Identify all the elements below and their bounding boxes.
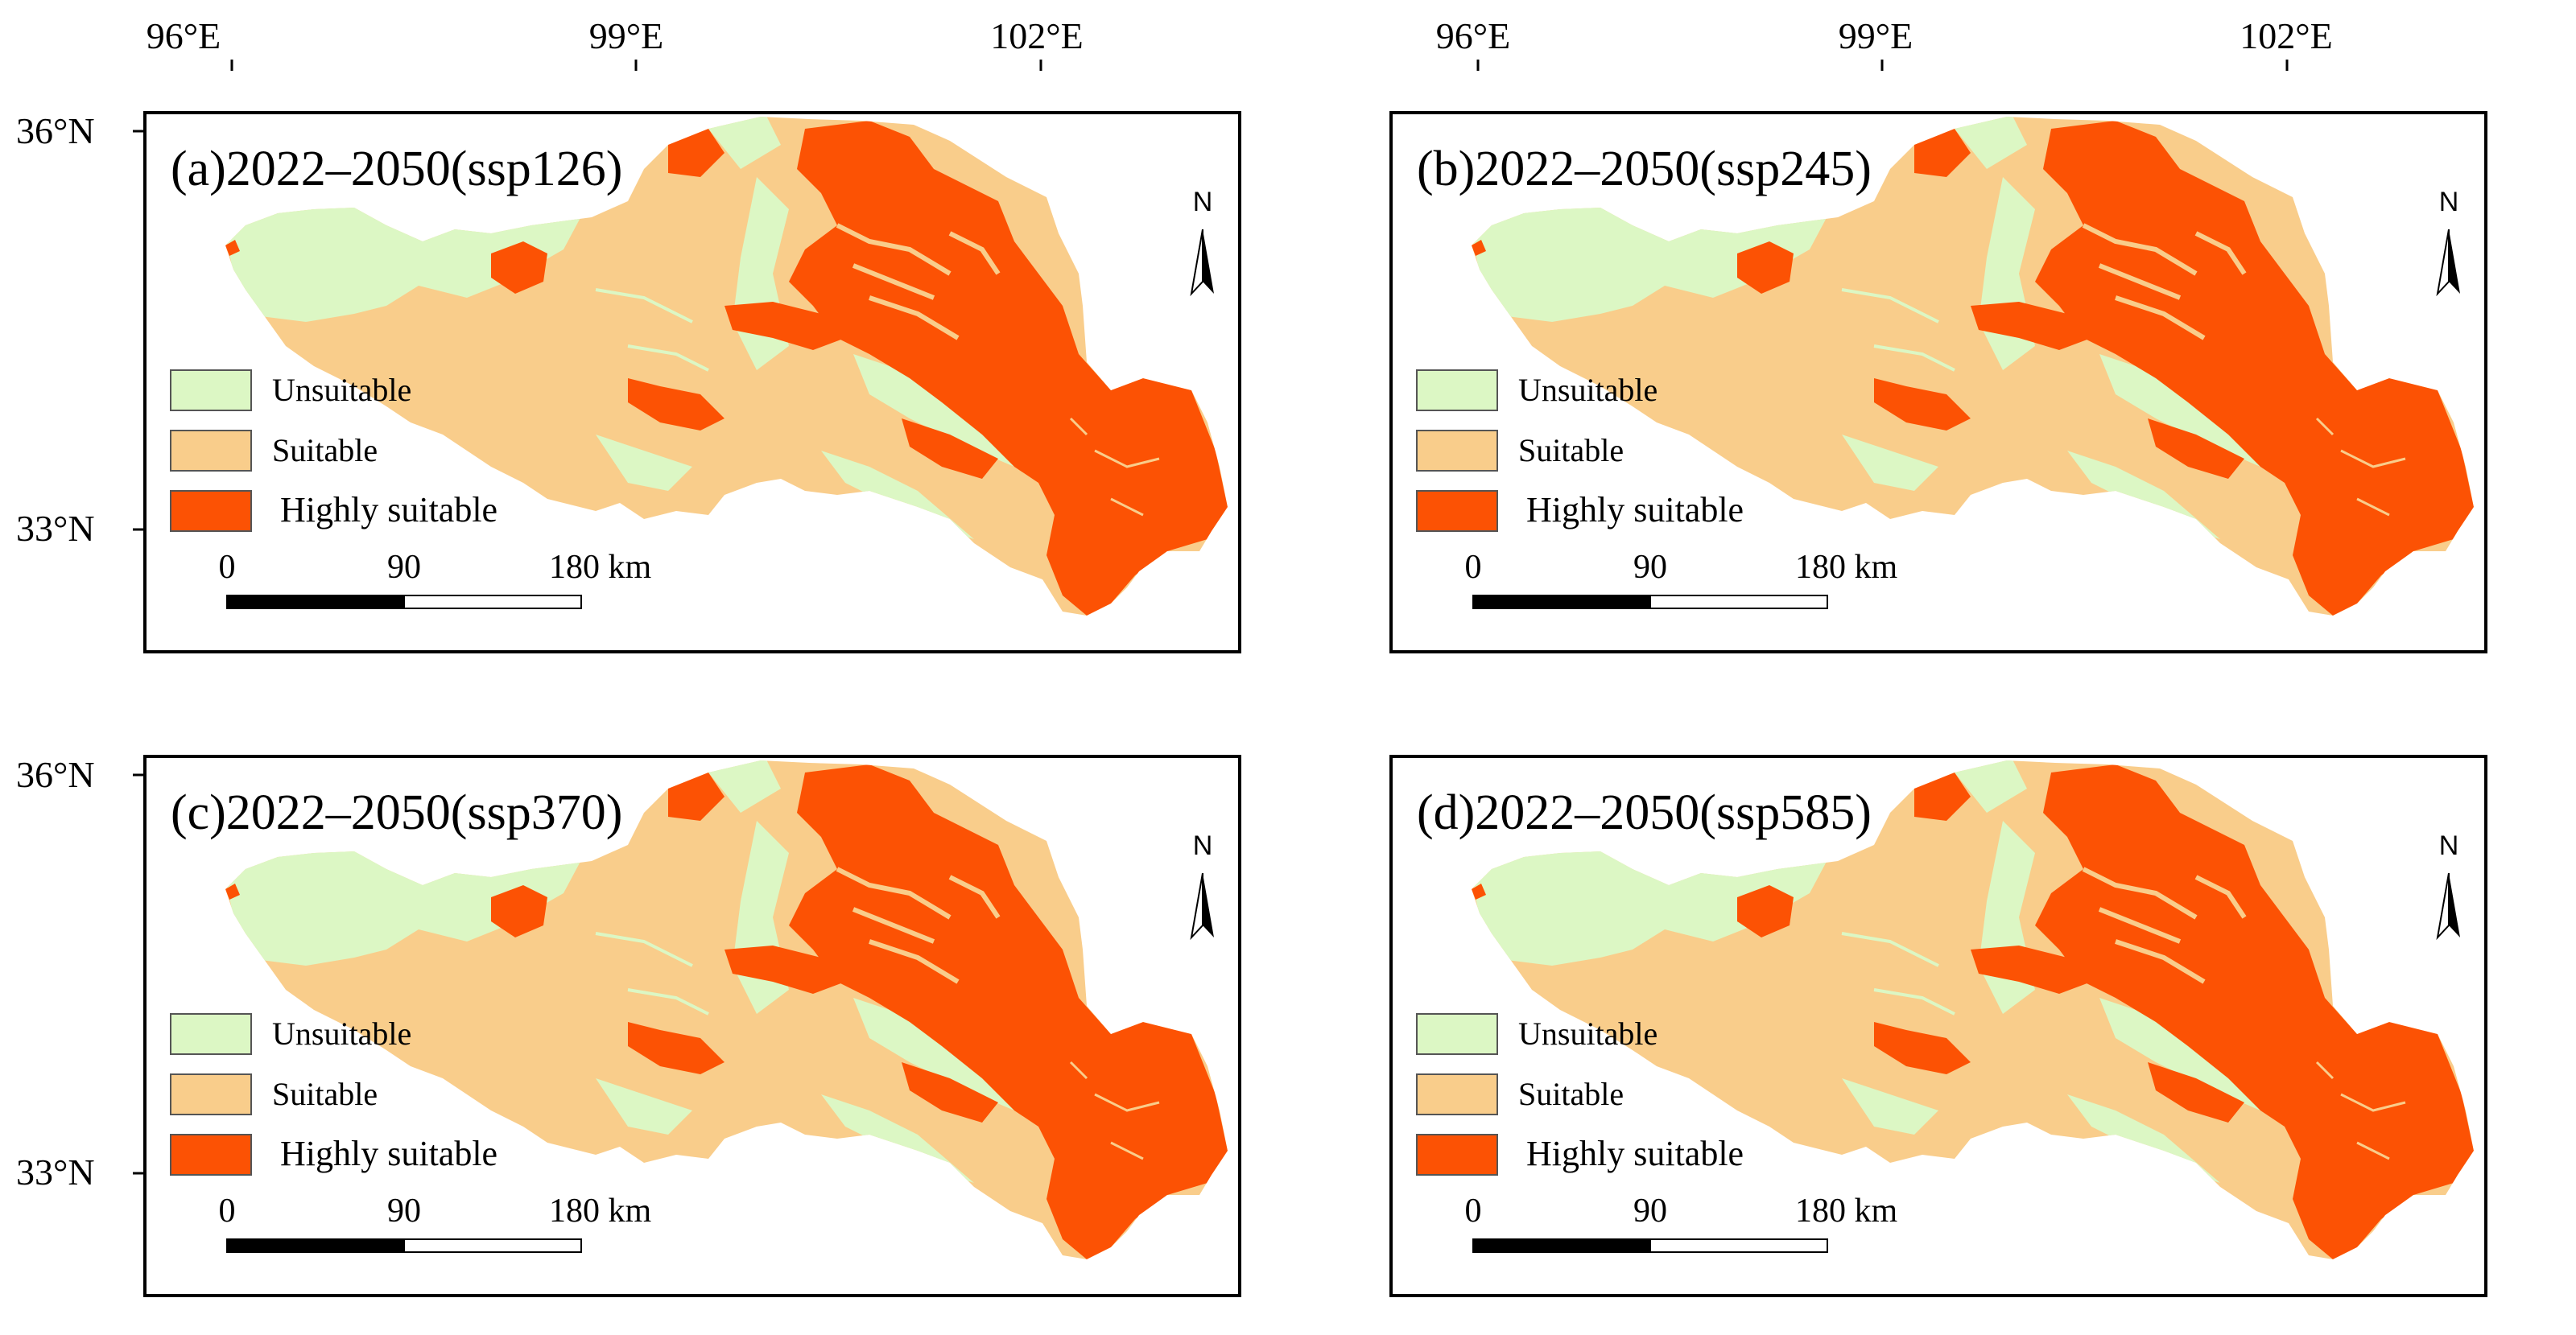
lat-label-33-bottom: 33°N	[16, 1152, 95, 1193]
scale-tick-180-c: 180 km	[549, 1193, 652, 1230]
lat-label-36-bottom: 36°N	[16, 754, 95, 795]
scale-tick-0-b: 0	[1465, 549, 1482, 586]
scale-bar-white-a	[403, 595, 582, 609]
legend-label-highly-suitable-a: Highly suitable	[280, 490, 497, 529]
map-panel-c: (c)2022–2050(ssp370) N Unsuitable Suitable H…	[143, 756, 1241, 1297]
legend-label-unsuitable-a: Unsuitable	[272, 372, 411, 408]
scale-bar-black-d	[1472, 1238, 1651, 1253]
legend-swatch-highly-suitable-a	[170, 490, 252, 532]
scale-bar-white-b	[1649, 595, 1828, 609]
legend-label-unsuitable-c: Unsuitable	[272, 1016, 411, 1052]
legend-label-suitable-b: Suitable	[1518, 432, 1624, 468]
legend-label-unsuitable-b: Unsuitable	[1518, 372, 1657, 408]
legend-swatch-suitable-d	[1416, 1073, 1498, 1115]
map-panel-d: (d)2022–2050(ssp585) N Unsuitable Suitable H…	[1389, 756, 2487, 1297]
scale-bar-white-d	[1649, 1238, 1828, 1253]
legend-label-highly-suitable-d: Highly suitable	[1526, 1134, 1744, 1173]
map-panel-a: (a)2022–2050(ssp126) N Unsuitable Suitable H…	[143, 113, 1241, 653]
legend-label-suitable-a: Suitable	[272, 432, 378, 468]
north-label-d: N	[2439, 830, 2459, 861]
legend-swatch-unsuitable-b	[1416, 369, 1498, 411]
north-arrow-icon-a: N	[1191, 187, 1215, 295]
scale-bar-black-a	[226, 595, 405, 609]
legend-label-highly-suitable-c: Highly suitable	[280, 1134, 497, 1173]
top-longitude-ticks	[230, 60, 2289, 71]
legend-label-suitable-d: Suitable	[1518, 1076, 1624, 1112]
legend-label-highly-suitable-b: Highly suitable	[1526, 490, 1744, 529]
scale-tick-0-a: 0	[219, 549, 236, 586]
legend-swatch-suitable-b	[1416, 430, 1498, 472]
legend-label-suitable-c: Suitable	[272, 1076, 378, 1112]
legend-swatch-unsuitable-c	[170, 1013, 252, 1055]
panel-title-b: (b)2022–2050(ssp245)	[1417, 142, 1872, 196]
legend-swatch-unsuitable-a	[170, 369, 252, 411]
scale-tick-0-c: 0	[219, 1193, 236, 1230]
lon-label-102-right: 102°E	[2240, 15, 2333, 56]
scale-bar-black-b	[1472, 595, 1651, 609]
lon-label-102-left: 102°E	[990, 15, 1084, 56]
legend-swatch-highly-suitable-d	[1416, 1134, 1498, 1176]
legend-swatch-suitable-a	[170, 430, 252, 472]
panel-title-d: (d)2022–2050(ssp585)	[1417, 785, 1872, 840]
panel-title-a: (a)2022–2050(ssp126)	[171, 142, 622, 196]
scale-tick-90-d: 90	[1633, 1193, 1667, 1230]
legend-label-unsuitable-d: Unsuitable	[1518, 1016, 1657, 1052]
scale-tick-90-b: 90	[1633, 549, 1667, 586]
lat-label-33-top: 33°N	[16, 508, 95, 549]
scale-tick-180-d: 180 km	[1795, 1193, 1898, 1230]
left-latitude-labels: 36°N 33°N 36°N 33°N	[16, 110, 95, 1193]
lon-label-96-left: 96°E	[147, 15, 221, 56]
lon-label-99-left: 99°E	[589, 15, 664, 56]
north-arrow-icon-d: N	[2437, 830, 2461, 938]
lat-label-36-top: 36°N	[16, 110, 95, 151]
map-panel-b: (b)2022–2050(ssp245) N Unsuitable Suitable H…	[1389, 113, 2487, 653]
scale-tick-90-a: 90	[387, 549, 421, 586]
scale-bar-white-c	[403, 1238, 582, 1253]
north-label-c: N	[1193, 830, 1213, 861]
panel-title-c: (c)2022–2050(ssp370)	[171, 785, 622, 840]
left-latitude-ticks	[133, 130, 145, 1175]
lon-label-99-right: 99°E	[1839, 15, 1913, 56]
panels: (a)2022–2050(ssp126) N Unsuitable Suitable H…	[143, 113, 2487, 1297]
legend-swatch-unsuitable-d	[1416, 1013, 1498, 1055]
scale-bar-a: 0 90 180 km	[219, 549, 652, 609]
legend-swatch-suitable-c	[170, 1073, 252, 1115]
scale-bar-black-c	[226, 1238, 405, 1253]
legend-a: Unsuitable Suitable Highly suitable	[170, 369, 497, 532]
scale-bar-c: 0 90 180 km	[219, 1193, 652, 1253]
lon-label-96-right: 96°E	[1436, 15, 1511, 56]
scale-bar-b: 0 90 180 km	[1465, 549, 1898, 609]
legend-swatch-highly-suitable-c	[170, 1134, 252, 1176]
scale-tick-180-b: 180 km	[1795, 549, 1898, 586]
north-label-a: N	[1193, 187, 1213, 217]
north-label-b: N	[2439, 187, 2459, 217]
scale-tick-0-d: 0	[1465, 1193, 1482, 1230]
north-arrow-icon-c: N	[1191, 830, 1215, 938]
scale-tick-180-a: 180 km	[549, 549, 652, 586]
scale-bar-d: 0 90 180 km	[1465, 1193, 1898, 1253]
top-longitude-labels: 96°E 99°E 102°E 96°E 99°E 102°E	[147, 15, 2333, 56]
north-arrow-icon-b: N	[2437, 187, 2461, 295]
legend-c: Unsuitable Suitable Highly suitable	[170, 1013, 497, 1176]
legend-b: Unsuitable Suitable Highly suitable	[1416, 369, 1744, 532]
legend-swatch-highly-suitable-b	[1416, 490, 1498, 532]
legend-d: Unsuitable Suitable Highly suitable	[1416, 1013, 1744, 1176]
scale-tick-90-c: 90	[387, 1193, 421, 1230]
